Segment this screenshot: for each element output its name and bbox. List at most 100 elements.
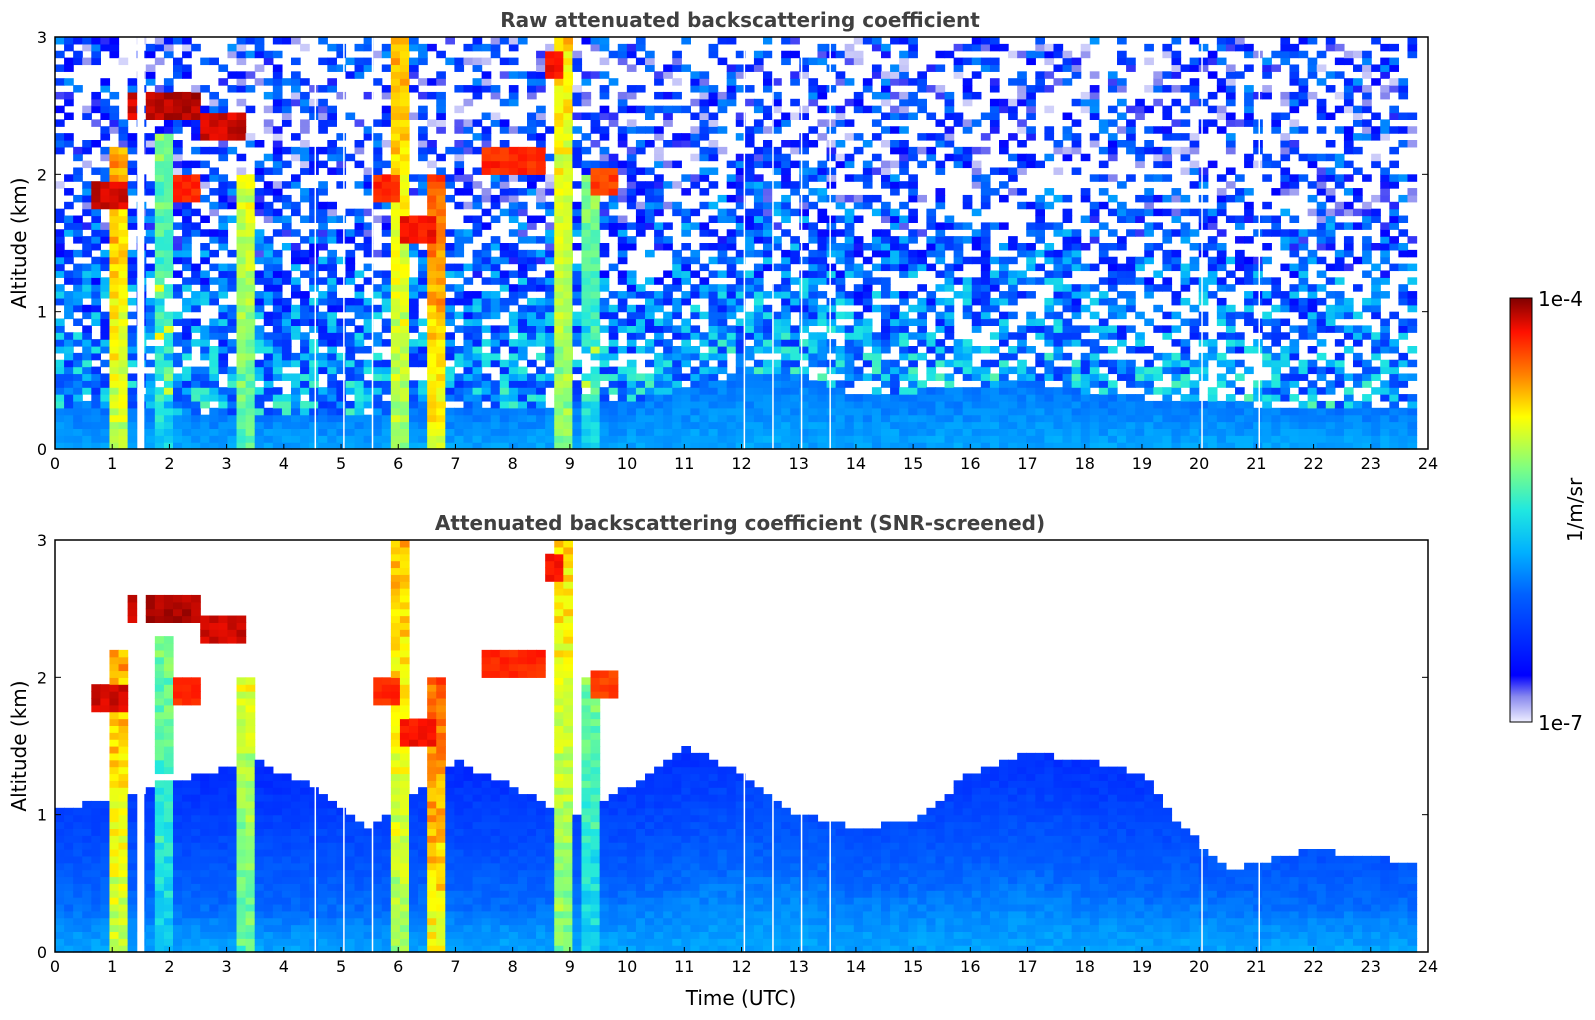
heatmap-cell — [608, 222, 619, 230]
heatmap-cell — [672, 140, 682, 148]
heatmap-cell — [236, 284, 247, 292]
heatmap-cell — [173, 188, 183, 196]
heatmap-cell — [118, 366, 129, 375]
heatmap-cell — [499, 373, 510, 381]
heatmap-cell — [91, 208, 101, 217]
heatmap-cell — [635, 394, 646, 402]
heatmap-cell — [799, 146, 809, 155]
heatmap-cell — [590, 43, 601, 52]
heatmap-cell — [717, 332, 728, 340]
heatmap-cell — [354, 71, 365, 79]
heatmap-cell — [654, 380, 664, 388]
heatmap-cell — [109, 146, 120, 155]
heatmap-cell — [145, 133, 156, 141]
heatmap-cell — [1126, 304, 1136, 313]
heatmap-cell — [499, 174, 510, 182]
heatmap-cell — [908, 394, 918, 402]
heatmap-cell — [953, 43, 964, 52]
heatmap-cell — [445, 243, 455, 251]
heatmap-cell — [826, 50, 837, 59]
heatmap-cell — [236, 352, 247, 361]
heatmap-cell — [55, 215, 65, 223]
heatmap-cell — [100, 201, 111, 210]
heatmap-cell — [245, 71, 256, 79]
heatmap-cell — [399, 188, 410, 196]
heatmap-cell — [635, 215, 646, 223]
heatmap-cell — [1171, 407, 1182, 416]
heatmap-cell — [336, 352, 347, 361]
heatmap-cell — [617, 325, 628, 333]
heatmap-cell — [55, 37, 65, 45]
heatmap-cell — [254, 174, 265, 182]
heatmap-cell — [654, 428, 664, 436]
heatmap-cell — [899, 339, 909, 347]
heatmap-cell — [708, 291, 719, 299]
heatmap-cell — [73, 277, 83, 285]
heatmap-cell — [690, 428, 701, 436]
heatmap-cell — [300, 352, 310, 361]
heatmap-cell — [744, 414, 755, 423]
heatmap-cell — [318, 291, 328, 299]
heatmap-cell — [173, 311, 183, 320]
heatmap-cell — [291, 153, 301, 162]
heatmap-cell — [871, 105, 882, 114]
heatmap-cell — [472, 297, 483, 306]
heatmap-cell — [663, 311, 673, 320]
heatmap-cell — [672, 304, 682, 313]
heatmap-cell — [1053, 78, 1064, 86]
heatmap-cell — [309, 85, 319, 93]
heatmap-cell — [999, 181, 1009, 189]
heatmap-cell — [926, 400, 937, 409]
heatmap-cell — [645, 304, 655, 313]
heatmap-cell — [772, 318, 782, 326]
heatmap-cell — [472, 304, 483, 313]
heatmap-cell — [935, 91, 946, 100]
heatmap-cell — [999, 256, 1009, 265]
heatmap-cell — [899, 428, 909, 436]
heatmap-cell — [554, 421, 564, 429]
heatmap-cell — [436, 50, 446, 59]
heatmap-cell — [772, 359, 782, 368]
heatmap-cell — [735, 421, 746, 429]
heatmap-cell — [536, 57, 546, 66]
heatmap-cell — [300, 421, 310, 429]
heatmap-cell — [418, 112, 428, 120]
heatmap-cell — [64, 222, 74, 230]
heatmap-cell — [899, 311, 909, 320]
heatmap-cell — [753, 442, 764, 450]
heatmap-cell — [336, 43, 347, 52]
heatmap-cell — [381, 442, 392, 450]
heatmap-cell — [300, 332, 310, 340]
heatmap-cell — [481, 277, 492, 285]
heatmap-cell — [1062, 394, 1073, 402]
heatmap-cell — [1062, 435, 1073, 443]
heatmap-cell — [881, 414, 891, 423]
heatmap-cell — [572, 311, 583, 320]
heatmap-cell — [409, 359, 419, 368]
heatmap-cell — [291, 57, 301, 66]
heatmap-cell — [617, 256, 628, 265]
heatmap-cell — [835, 407, 846, 416]
heatmap-cell — [118, 284, 129, 292]
heatmap-cell — [1098, 318, 1109, 326]
heatmap-cell — [717, 284, 728, 292]
heatmap-cell — [345, 400, 356, 409]
heatmap-cell — [890, 359, 900, 368]
heatmap-cell — [91, 229, 101, 237]
heatmap-cell — [980, 318, 991, 326]
heatmap-cell — [517, 346, 528, 354]
heatmap-cell — [935, 346, 946, 354]
heatmap-cell — [1089, 105, 1100, 114]
heatmap-cell — [599, 188, 610, 196]
heatmap-cell — [445, 297, 455, 306]
heatmap-cell — [645, 414, 655, 423]
heatmap-cell — [100, 167, 111, 175]
heatmap-cell — [327, 249, 337, 258]
heatmap-cell — [953, 243, 964, 251]
heatmap-cell — [1017, 325, 1027, 333]
heatmap-cell — [881, 85, 891, 93]
heatmap-cell — [318, 387, 328, 395]
heatmap-cell — [1126, 291, 1136, 299]
heatmap-cell — [617, 400, 628, 409]
heatmap-cell — [563, 373, 573, 381]
